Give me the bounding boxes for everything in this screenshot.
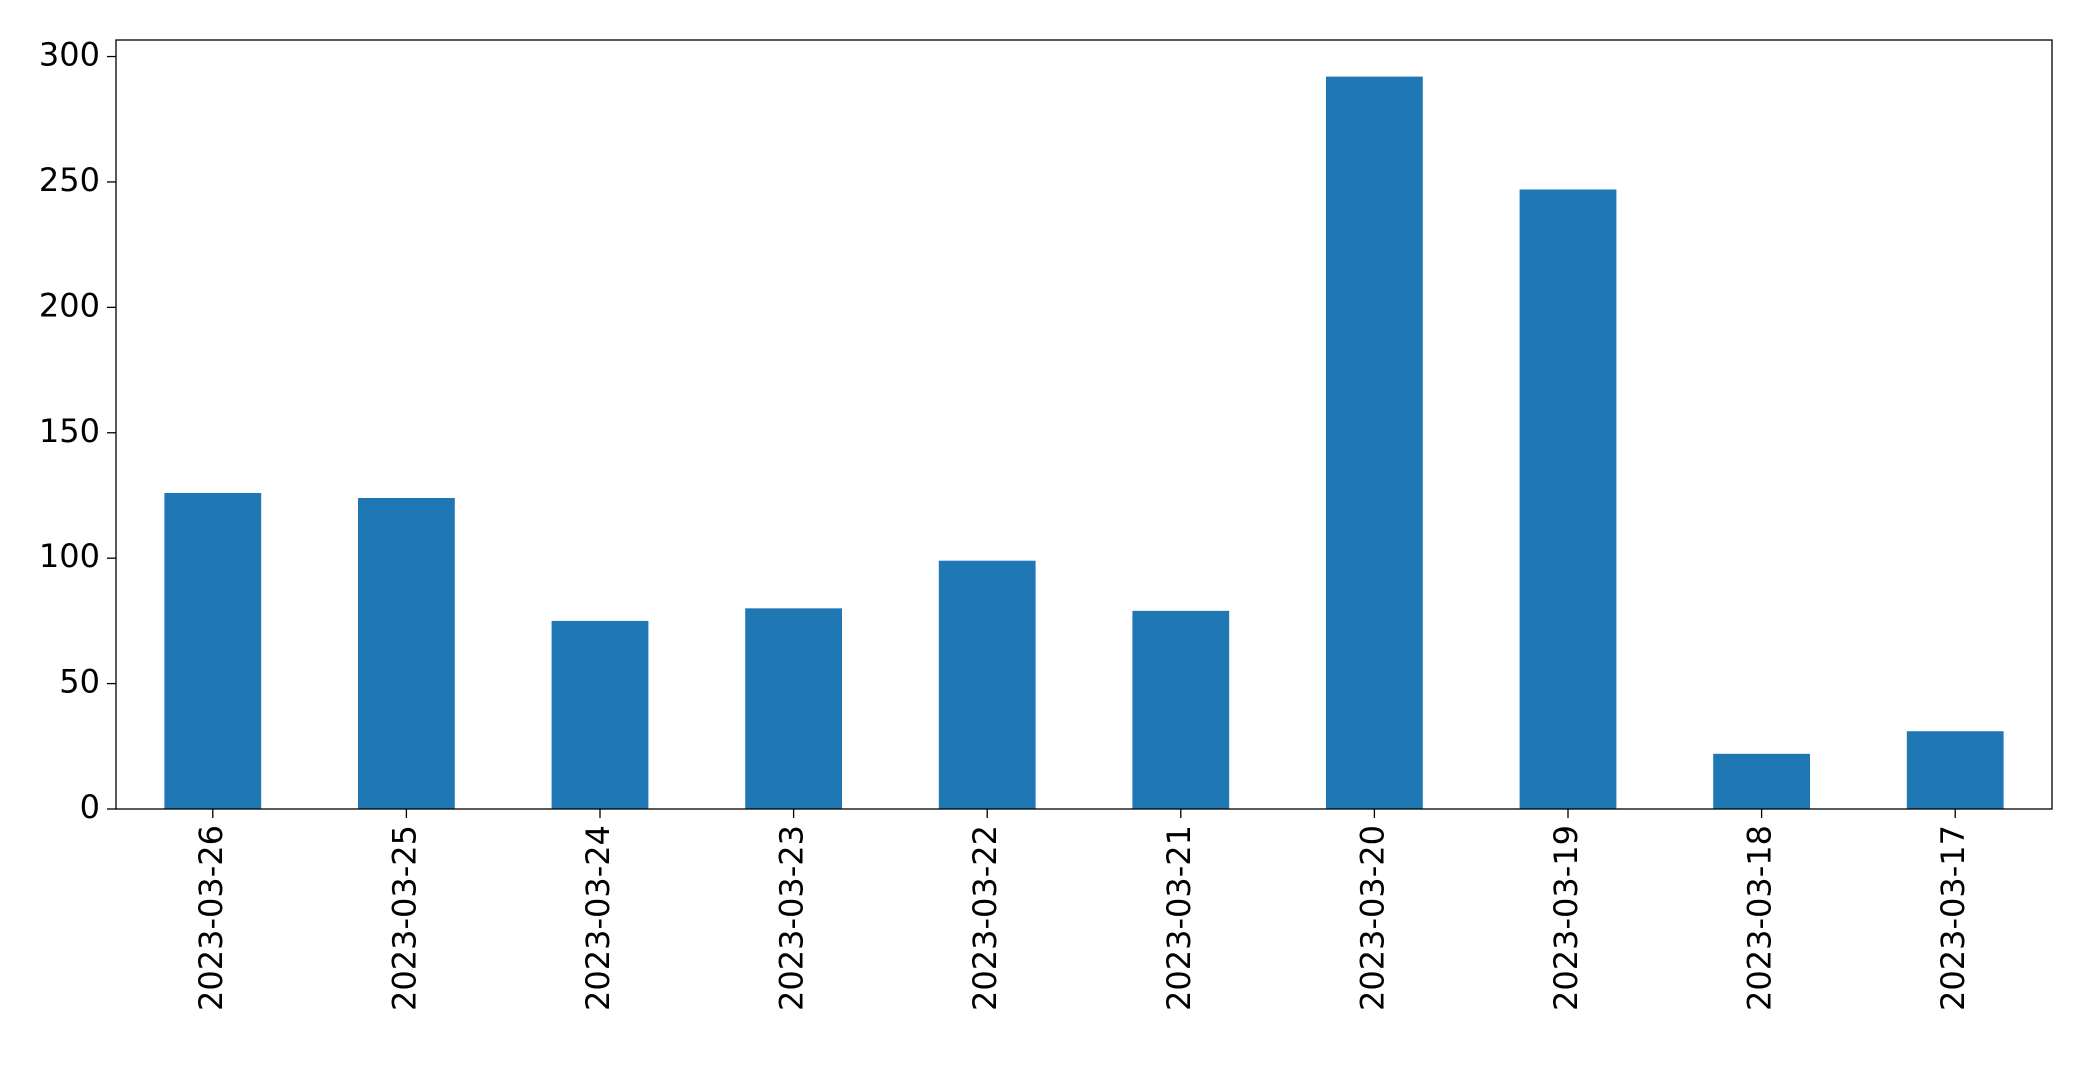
y-tick-label: 250	[39, 161, 100, 199]
y-tick-label: 300	[39, 36, 100, 74]
bar	[1906, 731, 2004, 809]
x-tick-label: 2023-03-22	[966, 825, 1004, 1011]
x-tick-label: 2023-03-26	[192, 825, 230, 1011]
x-tick-label: 2023-03-21	[1160, 825, 1198, 1011]
bar	[745, 608, 842, 809]
x-tick-label: 2023-03-19	[1547, 825, 1585, 1011]
bar	[1713, 753, 1810, 809]
x-tick-label: 2023-03-20	[1353, 825, 1391, 1011]
bar	[1519, 189, 1617, 810]
bar	[1132, 610, 1230, 809]
bar	[938, 560, 1036, 809]
y-tick-label: 150	[39, 412, 100, 450]
bar	[551, 620, 649, 809]
bar	[164, 492, 262, 809]
bar	[1326, 76, 1423, 810]
x-tick-label: 2023-03-25	[385, 825, 423, 1011]
y-tick-label: 0	[80, 788, 100, 826]
bar	[358, 497, 455, 809]
y-tick-label: 100	[39, 537, 100, 575]
x-tick-label: 2023-03-23	[773, 825, 811, 1011]
x-tick-label: 2023-03-18	[1741, 825, 1779, 1011]
x-tick-label: 2023-03-17	[1934, 825, 1972, 1011]
plot-frame	[115, 39, 2053, 810]
y-tick-label: 50	[59, 663, 100, 701]
x-tick-label: 2023-03-24	[579, 825, 617, 1011]
y-tick-label: 200	[39, 286, 100, 324]
